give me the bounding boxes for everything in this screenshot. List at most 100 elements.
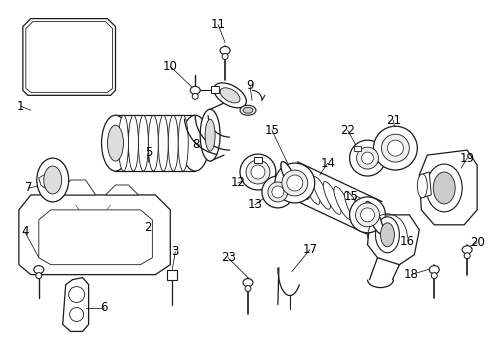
Ellipse shape bbox=[432, 172, 454, 204]
Ellipse shape bbox=[178, 115, 188, 171]
Ellipse shape bbox=[181, 115, 209, 171]
Text: 1: 1 bbox=[17, 100, 24, 113]
Circle shape bbox=[349, 197, 385, 233]
Ellipse shape bbox=[128, 115, 138, 171]
Text: 7: 7 bbox=[25, 181, 33, 194]
Ellipse shape bbox=[430, 273, 436, 279]
Ellipse shape bbox=[333, 186, 351, 219]
Ellipse shape bbox=[190, 86, 200, 94]
Ellipse shape bbox=[323, 181, 340, 214]
Ellipse shape bbox=[102, 115, 129, 171]
Text: 20: 20 bbox=[468, 236, 484, 249]
Text: 16: 16 bbox=[399, 235, 414, 248]
Circle shape bbox=[267, 182, 287, 202]
Circle shape bbox=[274, 163, 314, 203]
Ellipse shape bbox=[34, 266, 44, 274]
Ellipse shape bbox=[426, 164, 461, 212]
Ellipse shape bbox=[118, 115, 128, 171]
Text: 23: 23 bbox=[220, 251, 235, 264]
Bar bbox=[167, 270, 177, 280]
Circle shape bbox=[361, 152, 373, 164]
Text: 3: 3 bbox=[171, 245, 179, 258]
Polygon shape bbox=[367, 215, 419, 265]
Ellipse shape bbox=[213, 83, 246, 108]
Ellipse shape bbox=[428, 266, 438, 274]
Ellipse shape bbox=[291, 167, 308, 199]
Polygon shape bbox=[19, 195, 170, 275]
Polygon shape bbox=[39, 210, 152, 265]
Polygon shape bbox=[23, 19, 115, 95]
Ellipse shape bbox=[281, 162, 298, 194]
Ellipse shape bbox=[416, 174, 427, 198]
Circle shape bbox=[355, 203, 379, 227]
Text: 18: 18 bbox=[403, 268, 418, 281]
Text: 5: 5 bbox=[144, 145, 152, 159]
Ellipse shape bbox=[37, 158, 68, 202]
Text: 13: 13 bbox=[247, 198, 262, 211]
Polygon shape bbox=[39, 175, 51, 188]
Circle shape bbox=[386, 140, 403, 156]
Text: 8: 8 bbox=[192, 138, 200, 150]
Ellipse shape bbox=[168, 115, 178, 171]
Circle shape bbox=[250, 165, 264, 179]
Circle shape bbox=[360, 208, 374, 222]
Text: 10: 10 bbox=[163, 60, 177, 73]
Bar bbox=[253, 157, 262, 163]
Ellipse shape bbox=[344, 192, 362, 224]
Ellipse shape bbox=[365, 202, 383, 234]
Ellipse shape bbox=[44, 166, 61, 194]
Text: 22: 22 bbox=[340, 124, 354, 137]
Ellipse shape bbox=[244, 285, 250, 292]
Ellipse shape bbox=[200, 109, 220, 161]
Circle shape bbox=[286, 175, 302, 191]
Polygon shape bbox=[26, 22, 112, 92]
Ellipse shape bbox=[354, 197, 372, 229]
Ellipse shape bbox=[192, 93, 198, 99]
Circle shape bbox=[262, 176, 293, 208]
Text: 6: 6 bbox=[100, 301, 107, 314]
Ellipse shape bbox=[158, 115, 168, 171]
Circle shape bbox=[245, 160, 269, 184]
Ellipse shape bbox=[281, 162, 298, 194]
Circle shape bbox=[373, 126, 416, 170]
Ellipse shape bbox=[220, 88, 240, 103]
Ellipse shape bbox=[240, 105, 255, 115]
Polygon shape bbox=[56, 180, 95, 195]
Ellipse shape bbox=[138, 115, 148, 171]
Ellipse shape bbox=[243, 279, 252, 287]
Circle shape bbox=[240, 154, 275, 190]
Ellipse shape bbox=[375, 217, 399, 253]
Text: 2: 2 bbox=[144, 221, 152, 234]
Ellipse shape bbox=[205, 119, 215, 151]
Circle shape bbox=[281, 170, 307, 196]
Bar bbox=[353, 146, 360, 150]
Circle shape bbox=[68, 287, 84, 302]
Ellipse shape bbox=[461, 246, 471, 254]
Text: 9: 9 bbox=[246, 79, 253, 92]
Text: 12: 12 bbox=[230, 176, 245, 189]
Text: 4: 4 bbox=[21, 225, 28, 238]
Ellipse shape bbox=[107, 125, 123, 161]
Text: 11: 11 bbox=[210, 18, 225, 31]
Bar bbox=[211, 86, 219, 93]
Ellipse shape bbox=[220, 46, 229, 54]
Text: 17: 17 bbox=[302, 243, 317, 256]
Circle shape bbox=[349, 140, 385, 176]
Text: 21: 21 bbox=[385, 114, 400, 127]
Circle shape bbox=[69, 307, 83, 321]
Polygon shape bbox=[419, 150, 476, 225]
Ellipse shape bbox=[463, 253, 469, 259]
Circle shape bbox=[271, 186, 283, 198]
Ellipse shape bbox=[302, 172, 319, 204]
Circle shape bbox=[356, 147, 378, 169]
Ellipse shape bbox=[148, 115, 158, 171]
Circle shape bbox=[381, 134, 408, 162]
Text: 19: 19 bbox=[459, 152, 474, 165]
Text: 15: 15 bbox=[264, 124, 279, 137]
Polygon shape bbox=[105, 185, 138, 195]
Ellipse shape bbox=[36, 273, 41, 279]
Ellipse shape bbox=[365, 202, 383, 234]
Ellipse shape bbox=[243, 107, 252, 113]
Ellipse shape bbox=[312, 177, 330, 209]
Text: 15: 15 bbox=[344, 190, 358, 203]
